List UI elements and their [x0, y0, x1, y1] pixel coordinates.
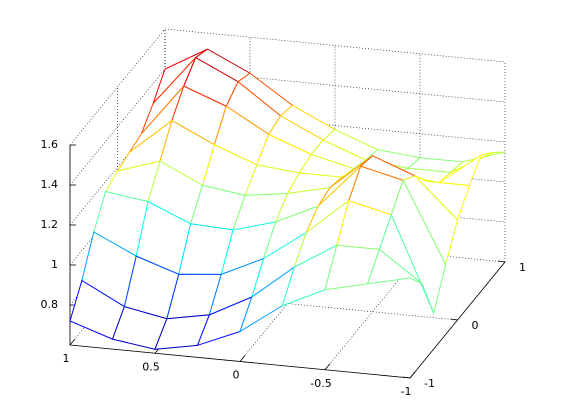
x-tick [409, 371, 416, 379]
grid-line [69, 68, 166, 186]
grid-line [324, 253, 421, 370]
y-tick-label: -1 [424, 377, 435, 390]
z-tick-label: 1.4 [41, 178, 59, 191]
x-tick-label: 1 [63, 352, 70, 365]
x-tick [324, 363, 331, 371]
grid-line [69, 28, 166, 146]
z-tick-label: 0.8 [41, 298, 59, 311]
z-tick-label: 1.2 [41, 218, 59, 231]
z-tick-label: 1 [51, 258, 58, 271]
y-tick [450, 318, 458, 321]
mesh-cell [366, 248, 423, 285]
y-tick [497, 260, 506, 263]
grid-line [239, 245, 336, 362]
x-tick [239, 355, 246, 362]
y-tick-label: 1 [519, 261, 526, 274]
x-tick-label: -0.5 [310, 377, 331, 390]
y-tick-label: 0 [472, 319, 479, 332]
x-tick-label: 0 [233, 369, 240, 382]
x-tick-label: -1 [401, 385, 412, 398]
y-tick [402, 376, 411, 379]
z-tick-label: 1.6 [41, 138, 59, 151]
x-tick-label: 0.5 [142, 360, 160, 373]
grid-line [69, 108, 166, 226]
x-tick [69, 338, 76, 346]
grid-line [69, 148, 166, 266]
